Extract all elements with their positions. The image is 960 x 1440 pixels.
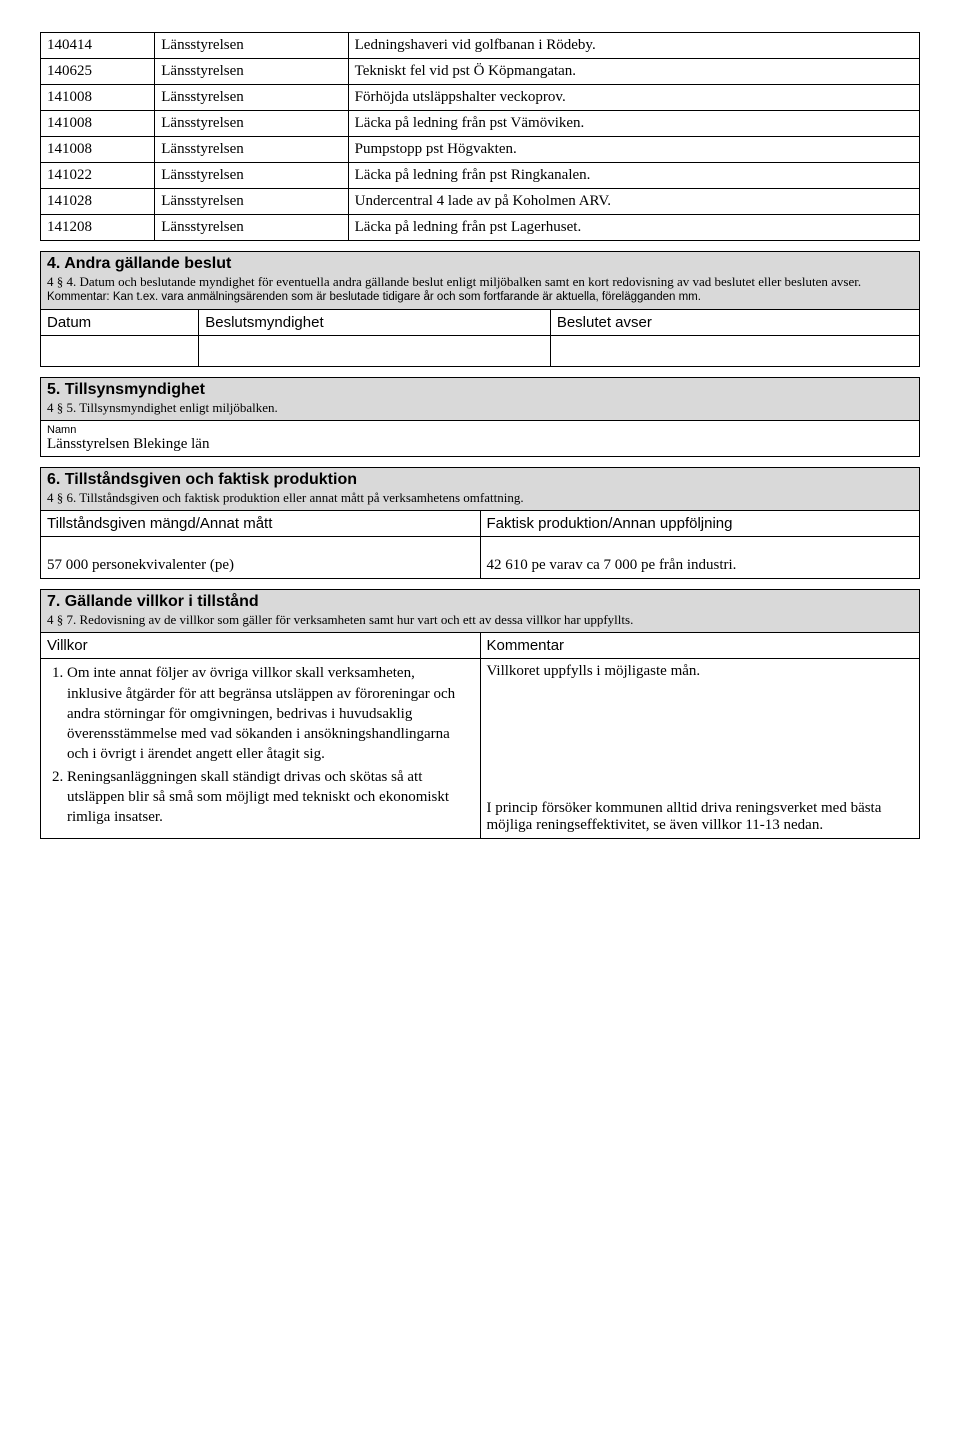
event-desc: Läcka på ledning från pst Vämöviken. <box>348 111 919 137</box>
sec4-sub: 4 § 4. Datum och beslutande myndighet fö… <box>47 274 913 290</box>
sec7-villkor-cell: Om inte annat följer av övriga villkor s… <box>41 659 481 839</box>
sec6-val2: 42 610 pe varav ca 7 000 pe från industr… <box>480 537 920 579</box>
sec4-title: 4. Andra gällande beslut <box>47 255 913 274</box>
kommentar-1: Villkoret uppfylls i möjligaste mån. <box>487 663 914 680</box>
sec7-title: 7. Gällande villkor i tillstånd <box>47 593 913 612</box>
event-desc: Undercentral 4 lade av på Koholmen ARV. <box>348 189 919 215</box>
sec5-value: Länsstyrelsen Blekinge län <box>47 436 913 453</box>
event-date: 141008 <box>41 85 155 111</box>
events-table: 140414LänsstyrelsenLedningshaveri vid go… <box>40 32 920 241</box>
sec6-sub: 4 § 6. Tillståndsgiven och faktisk produ… <box>47 490 913 506</box>
event-auth: Länsstyrelsen <box>155 85 348 111</box>
sec5-title: 5. Tillsynsmyndighet <box>47 381 913 400</box>
villkor-1: Om inte annat följer av övriga villkor s… <box>67 663 474 764</box>
event-desc: Läcka på ledning från pst Lagerhuset. <box>348 215 919 241</box>
table-row: 141208LänsstyrelsenLäcka på ledning från… <box>41 215 920 241</box>
table-row: 141008LänsstyrelsenFörhöjda utsläppshalt… <box>41 85 920 111</box>
event-auth: Länsstyrelsen <box>155 215 348 241</box>
sec6-val1: 57 000 personekvivalenter (pe) <box>41 537 481 579</box>
table-row: 141028LänsstyrelsenUndercentral 4 lade a… <box>41 189 920 215</box>
table-row: 140414LänsstyrelsenLedningshaveri vid go… <box>41 33 920 59</box>
event-desc: Pumpstopp pst Högvakten. <box>348 137 919 163</box>
event-date: 140414 <box>41 33 155 59</box>
event-desc: Ledningshaveri vid golfbanan i Rödeby. <box>348 33 919 59</box>
villkor-2: Reningsanläggningen skall ständigt driva… <box>67 767 474 828</box>
kommentar-2: I princip försöker kommunen alltid driva… <box>487 800 914 834</box>
section-4-table: 4. Andra gällande beslut 4 § 4. Datum oc… <box>40 251 920 367</box>
event-date: 141208 <box>41 215 155 241</box>
section-6-table: 6. Tillståndsgiven och faktisk produktio… <box>40 467 920 579</box>
section-5-table: 5. Tillsynsmyndighet 4 § 5. Tillsynsmynd… <box>40 377 920 457</box>
event-desc: Läcka på ledning från pst Ringkanalen. <box>348 163 919 189</box>
event-date: 141008 <box>41 111 155 137</box>
event-auth: Länsstyrelsen <box>155 137 348 163</box>
event-date: 141022 <box>41 163 155 189</box>
section-7-table: 7. Gällande villkor i tillstånd 4 § 7. R… <box>40 589 920 839</box>
sec7-col2: Kommentar <box>480 633 920 659</box>
sec4-col-myndighet: Beslutsmyndighet <box>199 310 551 336</box>
sec7-kommentar-cell: Villkoret uppfylls i möjligaste mån. I p… <box>480 659 920 839</box>
table-row: 141008LänsstyrelsenLäcka på ledning från… <box>41 111 920 137</box>
event-date: 141008 <box>41 137 155 163</box>
event-desc: Tekniskt fel vid pst Ö Köpmangatan. <box>348 59 919 85</box>
table-row: 141008LänsstyrelsenPumpstopp pst Högvakt… <box>41 137 920 163</box>
table-row: 140625LänsstyrelsenTekniskt fel vid pst … <box>41 59 920 85</box>
event-auth: Länsstyrelsen <box>155 33 348 59</box>
event-auth: Länsstyrelsen <box>155 111 348 137</box>
sec5-namn-label: Namn <box>47 424 913 436</box>
sec6-title: 6. Tillståndsgiven och faktisk produktio… <box>47 471 913 490</box>
sec4-col-datum: Datum <box>41 310 199 336</box>
sec4-col-avser: Beslutet avser <box>550 310 919 336</box>
event-desc: Förhöjda utsläppshalter veckoprov. <box>348 85 919 111</box>
event-auth: Länsstyrelsen <box>155 59 348 85</box>
sec7-col1: Villkor <box>41 633 481 659</box>
event-auth: Länsstyrelsen <box>155 163 348 189</box>
sec4-comment: Kommentar: Kan t.ex. vara anmälningsären… <box>47 290 913 304</box>
event-auth: Länsstyrelsen <box>155 189 348 215</box>
sec6-col1: Tillståndsgiven mängd/Annat mått <box>41 511 481 537</box>
sec4-empty-row <box>41 336 920 367</box>
event-date: 141028 <box>41 189 155 215</box>
sec5-sub: 4 § 5. Tillsynsmyndighet enligt miljöbal… <box>47 400 913 416</box>
sec6-col2: Faktisk produktion/Annan uppföljning <box>480 511 920 537</box>
sec7-sub: 4 § 7. Redovisning av de villkor som gäl… <box>47 612 913 628</box>
event-date: 140625 <box>41 59 155 85</box>
table-row: 141022LänsstyrelsenLäcka på ledning från… <box>41 163 920 189</box>
